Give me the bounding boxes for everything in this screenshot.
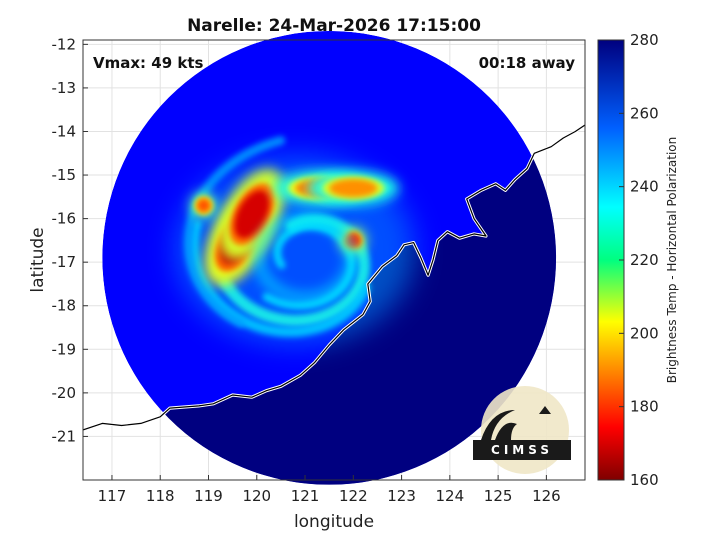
cimss-logo: CIMSS — [473, 386, 571, 474]
rainband-arc — [183, 136, 286, 328]
x-tick-label: 125 — [484, 487, 513, 505]
colorbar-tick-label: 200 — [630, 324, 659, 342]
colorbar-tick-label: 160 — [630, 471, 659, 489]
colorbar-tick-label: 180 — [630, 398, 659, 416]
rainband-arc — [189, 219, 371, 337]
x-axis-label: longitude — [294, 512, 374, 532]
y-tick-label: -16 — [52, 210, 77, 228]
cell-core — [196, 198, 211, 213]
coastline — [83, 124, 585, 431]
x-tick-label: 124 — [436, 487, 465, 505]
colorbar-label: Brightness Temp - Horizontal Polarizatio… — [665, 137, 679, 384]
y-tick-label: -14 — [52, 122, 77, 140]
y-axis-label: latitude — [28, 227, 48, 292]
logo-text: CIMSS — [491, 443, 553, 457]
time-away-annotation: 00:18 away — [479, 54, 576, 72]
x-tick-label: 126 — [532, 487, 561, 505]
rainband-feature — [307, 171, 399, 206]
chart-title: Narelle: 24-Mar-2026 17:15:00 — [187, 16, 481, 36]
x-tick-label: 122 — [339, 487, 368, 505]
y-tick-label: -19 — [52, 340, 77, 358]
rainband-core — [329, 179, 378, 198]
cell-feature — [190, 192, 217, 219]
colorbar-ticks: 160 180 200 220 240 260 280 — [619, 31, 659, 489]
colorbar-tick-label: 260 — [630, 104, 659, 122]
colorbar-tick-label: 220 — [630, 251, 659, 269]
satellite-dish-icon — [481, 406, 551, 440]
colorbar-tick-label: 240 — [630, 178, 659, 196]
y-tick-label: -13 — [52, 79, 77, 97]
y-tick-label: -12 — [52, 35, 77, 53]
logo-band — [473, 440, 571, 460]
x-axis-ticks: 117 118 119 120 121 122 123 124 125 126 — [98, 475, 561, 505]
x-tick-label: 121 — [291, 487, 320, 505]
y-tick-label: -18 — [52, 297, 77, 315]
colorbar: 160 180 200 220 240 260 280 Brightness Temp - … — [597, 31, 679, 489]
x-tick-label: 120 — [242, 487, 271, 505]
land-region — [102, 30, 557, 485]
y-tick-label: -21 — [52, 427, 77, 445]
vmax-annotation: Vmax: 49 kts — [93, 54, 203, 72]
y-tick-label: -17 — [52, 253, 77, 271]
radiometer-swath — [102, 30, 557, 485]
plot-frame — [82, 39, 586, 481]
colorbar-tick-label: 280 — [630, 31, 659, 49]
x-tick-label: 118 — [146, 487, 175, 505]
swath-features — [102, 30, 557, 485]
x-tick-label: 117 — [98, 487, 127, 505]
eyewall-core — [234, 190, 270, 239]
y-tick-label: -15 — [52, 166, 77, 184]
y-axis-ticks: -12 -13 -14 -15 -16 -17 -18 -19 -20 -21 — [52, 35, 88, 445]
logo-backdrop — [481, 386, 569, 474]
x-tick-label: 119 — [194, 487, 223, 505]
x-tick-label: 123 — [387, 487, 416, 505]
warm-ring — [253, 211, 358, 304]
y-tick-label: -20 — [52, 384, 77, 402]
